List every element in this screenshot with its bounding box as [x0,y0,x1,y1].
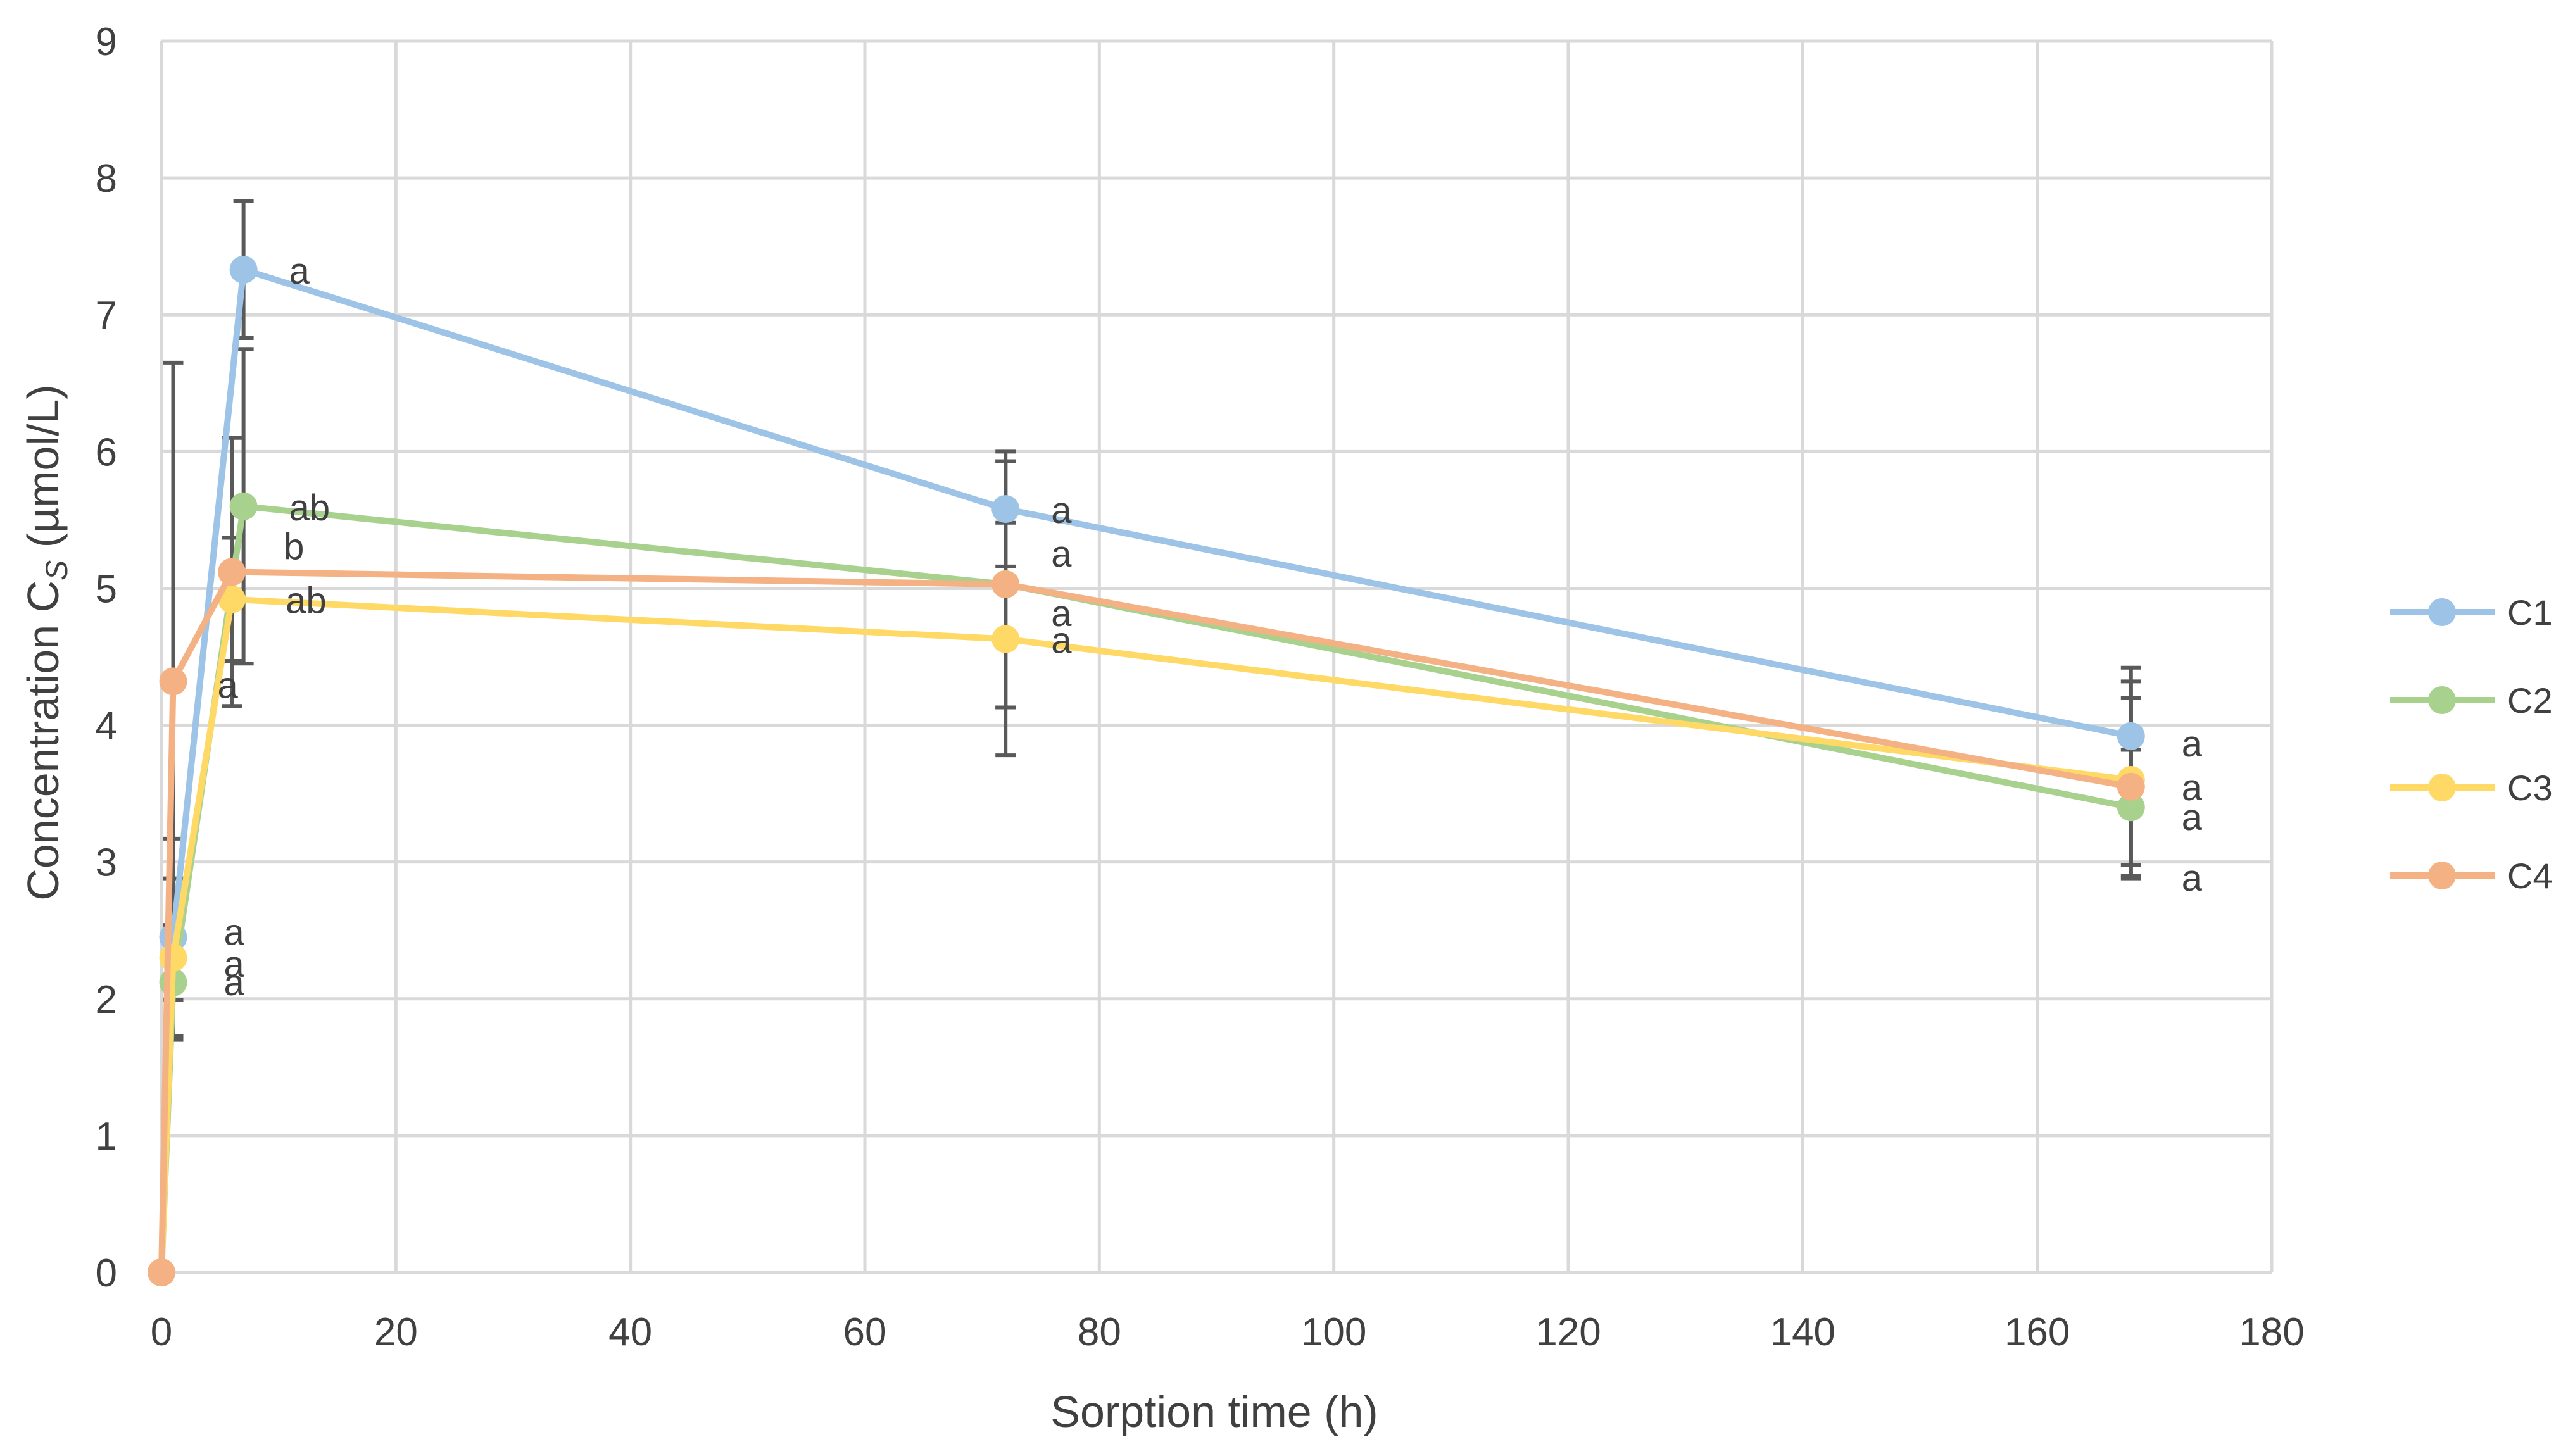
x-tick-label: 140 [1770,1310,1835,1354]
series-line-C3 [158,596,2132,1273]
data-point-C2 [2117,793,2145,822]
significance-label-C1: a [1051,490,1072,531]
x-tick-label: 0 [151,1310,172,1354]
data-point-C3 [218,585,246,613]
y-tick-label: 2 [96,978,117,1022]
legend: C1 C2 C3 C4 [2390,593,2553,896]
axes: 0 1 2 3 4 5 6 7 8 9 0 20 40 60 80 100 120 140 160 180 [96,20,2305,1354]
data-point-C3 [159,943,187,972]
y-tick-label: 1 [96,1115,117,1158]
significance-label-C1: a [224,912,245,953]
data-point-C1 [991,495,1020,524]
legend-label-C2: C2 [2507,681,2553,720]
y-tick-label: 5 [96,567,117,611]
y-axis-title-subscript: S [41,560,74,581]
legend-label-C3: C3 [2507,768,2553,808]
significance-label-C3: ab [286,581,327,622]
x-tick-label: 120 [1535,1310,1601,1354]
y-tick-label: 7 [96,294,117,337]
x-axis-title: Sorption time (h) [1050,1387,1378,1436]
y-tick-label: 3 [96,841,117,885]
series-line-C2 [158,503,2132,1273]
legend-marker-C2 [2428,686,2456,714]
significance-label-C3: a [1051,620,1072,661]
legend-label-C4: C4 [2507,856,2553,896]
y-tick-label: 6 [96,430,117,474]
significance-label-C3: a [2182,767,2203,808]
data-point-C4 [148,1258,175,1286]
significance-label-C4: a [2182,858,2203,899]
x-tick-label: 180 [2239,1310,2304,1354]
x-tick-label: 20 [374,1310,418,1354]
data-point-C2 [229,492,258,520]
significance-label-C3: a [224,944,245,985]
data-point-C4 [2117,772,2145,801]
legend-marker-C3 [2428,774,2456,801]
significance-label-C2: a [224,962,245,1003]
significance-label-C2: ab [289,487,330,529]
y-tick-label: 0 [96,1252,117,1295]
legend-marker-C1 [2428,598,2456,626]
error-bars [163,199,2141,1042]
data-point-C1 [229,255,258,284]
x-tick-label: 40 [608,1310,652,1354]
x-tick-label: 80 [1078,1310,1121,1354]
y-tick-label: 4 [96,705,117,748]
data-point-C4 [159,667,187,696]
y-tick-label: 9 [96,20,117,64]
data-point-C3 [991,625,1020,653]
significance-label-C2: a [2182,797,2203,838]
data-point-C1 [2117,722,2145,750]
y-axis-title: Concentration CS (µmol/L) [18,384,74,900]
x-tick-label: 60 [843,1310,887,1354]
significance-label-C2: a [1051,534,1072,575]
series-line-C1 [158,266,2132,1273]
legend-marker-C4 [2428,862,2456,889]
grid [160,39,2274,1274]
y-tick-label: 8 [96,157,117,201]
significance-label-C4: a [1051,593,1072,634]
data-point-C4 [991,570,1020,598]
significance-label-C1: a [2182,724,2203,765]
significance-label-C1: a [289,251,310,292]
significance-label-C4: b [284,527,304,568]
significance-label-C4: a [218,665,239,706]
x-tick-label: 100 [1301,1310,1366,1354]
x-tick-label: 160 [2005,1310,2070,1354]
legend-label-C1: C1 [2507,593,2553,632]
series-lines [148,255,2145,1286]
data-point-C4 [218,558,246,586]
